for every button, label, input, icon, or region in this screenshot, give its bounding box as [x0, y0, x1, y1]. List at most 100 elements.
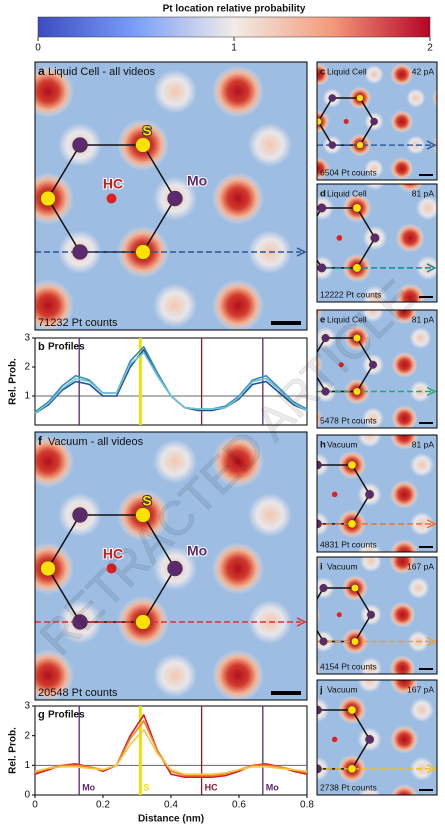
- site-marker-label: Mo: [82, 782, 95, 792]
- scale-bar: [271, 321, 301, 325]
- pt-hotspot: [317, 354, 323, 376]
- pt-hotspot: [317, 157, 330, 180]
- mo-glow: [364, 64, 384, 85]
- y-tick-label: 0: [24, 790, 30, 801]
- s-atom: [40, 560, 56, 577]
- mo-atom: [167, 560, 183, 577]
- mo-atom: [370, 233, 380, 243]
- pt-hotspot: [317, 110, 330, 133]
- pt-hotspot: [317, 407, 323, 428]
- profile-line: [34, 714, 308, 778]
- pt-hotspot: [389, 680, 419, 695]
- pt-hotspot: [437, 629, 445, 655]
- mo-atom: [72, 244, 88, 260]
- mo-glow: [357, 786, 382, 795]
- hc-site: [338, 362, 344, 368]
- chart-title: Profiles: [48, 342, 85, 353]
- scale-bar: [419, 546, 433, 548]
- pt-hotspot: [396, 184, 424, 193]
- mo-glow: [360, 557, 382, 573]
- panel-current: 81 pA: [412, 188, 435, 198]
- chart-letter: g: [38, 709, 45, 721]
- pt-hotspot: [389, 655, 416, 674]
- x-tick-label: 0.4: [164, 800, 178, 811]
- panel-counts: 5478 Pt counts: [320, 415, 377, 425]
- panel-frame: [34, 431, 308, 701]
- site-marker-label: Mo: [266, 782, 279, 792]
- s-atom: [317, 117, 322, 126]
- y-tick-label: 1: [24, 391, 30, 402]
- panel-current: 167 pA: [407, 684, 434, 694]
- mo-glow: [409, 327, 432, 349]
- mo-glow: [364, 184, 386, 191]
- panel-counts: 6504 Pt counts: [320, 167, 377, 177]
- y-axis-label: Rel. Prob.: [8, 727, 19, 774]
- pt-hotspot: [212, 172, 264, 225]
- mo-atom: [328, 94, 337, 102]
- plot-bg: [34, 705, 308, 796]
- s-atom: [353, 334, 361, 342]
- mo-glow: [364, 158, 384, 179]
- arrow-head: [296, 247, 307, 257]
- mo-atom: [72, 614, 88, 630]
- x-tick-label: 0: [32, 800, 38, 811]
- mo-label: Mo: [187, 543, 207, 559]
- y-tick-label: 3: [24, 333, 30, 344]
- panel-title: Liquid Cell: [327, 314, 367, 324]
- x-tick-label: 0.8: [300, 800, 314, 811]
- hc-site: [336, 235, 343, 241]
- mo-glow: [406, 135, 426, 155]
- scale-bar: [271, 691, 301, 695]
- panel-letter: e: [320, 315, 325, 326]
- heatmap: [317, 557, 445, 674]
- pt-hotspot: [389, 601, 416, 628]
- mo-glow: [0, 284, 7, 328]
- panel-current: 81 pA: [412, 439, 435, 449]
- panel-current: 167 pA: [407, 561, 434, 571]
- pt-hotspot: [391, 405, 418, 428]
- arrow-head: [426, 263, 437, 273]
- heatmap: [317, 310, 437, 428]
- mo-glow: [248, 123, 292, 167]
- y-tick-label: 2: [24, 730, 30, 741]
- mo-atom: [367, 610, 375, 619]
- s-atom: [352, 203, 362, 213]
- mo-glow: [357, 541, 382, 552]
- mo-label: Mo: [187, 173, 207, 189]
- heatmap: [317, 0, 445, 180]
- panel-letter: j: [319, 685, 323, 696]
- pt-hotspot: [389, 435, 419, 450]
- hc-site: [343, 119, 349, 125]
- s-atom: [135, 507, 151, 523]
- arrow-head: [426, 519, 437, 529]
- panel-letter: c: [320, 67, 325, 78]
- pt-hotspot: [35, 279, 74, 330]
- mo-atom: [72, 137, 88, 153]
- mo-glow: [357, 680, 382, 693]
- pt-hotspot: [349, 0, 372, 15]
- mo-glow: [153, 69, 197, 114]
- pt-hotspot: [390, 110, 414, 133]
- mo-atom: [328, 141, 337, 149]
- heatmap: [317, 680, 437, 795]
- hc-site: [336, 612, 342, 618]
- pt-hotspot: [389, 725, 419, 754]
- panel-frame: [34, 61, 308, 331]
- panel-frame: [316, 434, 438, 553]
- mo-atom: [370, 117, 378, 126]
- pt-hotspot: [35, 435, 74, 488]
- mo-glow: [409, 452, 434, 478]
- mo-glow: [0, 70, 7, 114]
- heatmap: [35, 432, 307, 700]
- mo-atom: [319, 637, 328, 646]
- pt-hotspot: [212, 279, 264, 330]
- panel-frame: [316, 61, 438, 181]
- pt-hotspot: [432, 39, 445, 62]
- panel-frame: [316, 309, 438, 429]
- pt-hotspot: [35, 649, 74, 700]
- mo-atom: [321, 387, 330, 396]
- chart-title: Profiles: [48, 710, 85, 721]
- s-atom: [347, 705, 357, 715]
- colorbar-title: Pt location relative probability: [163, 4, 306, 15]
- panel-frame: [316, 556, 438, 675]
